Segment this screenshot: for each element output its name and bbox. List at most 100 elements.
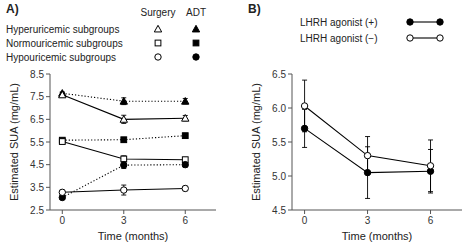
error-cap	[302, 147, 307, 148]
legend-marker	[155, 54, 161, 60]
y-tick	[46, 210, 50, 211]
error-bar	[183, 133, 188, 138]
series	[59, 139, 188, 163]
plot-area	[301, 80, 433, 198]
y-tick-label: 8.5	[30, 69, 44, 80]
x-tick	[430, 210, 431, 214]
series-line	[62, 165, 185, 198]
series	[59, 91, 189, 123]
x-tick-label: 3	[121, 215, 127, 226]
legend-marker	[155, 40, 161, 46]
x-tick	[304, 210, 305, 214]
x-tick	[123, 210, 124, 214]
series	[301, 109, 433, 198]
error-cap	[428, 139, 433, 140]
x-tick-label: 6	[182, 215, 188, 226]
legend-header: ADT	[186, 7, 206, 18]
x-tick-label: 6	[428, 215, 434, 226]
legend-header: Surgery	[140, 7, 175, 18]
x-axis-label: Time (months)	[98, 230, 169, 242]
y-tick-label: 5.5	[272, 137, 286, 148]
error-bar	[121, 162, 126, 169]
error-cap	[121, 185, 126, 186]
error-bar	[365, 137, 370, 175]
data-point	[121, 137, 127, 143]
error-cap	[302, 131, 307, 132]
y-tick-label: 2.5	[30, 205, 44, 216]
data-point	[182, 98, 189, 105]
y-tick	[46, 119, 50, 120]
y-tick-label: 5.5	[30, 137, 44, 148]
panel-title: A)	[6, 2, 19, 16]
data-point	[182, 133, 188, 139]
y-tick	[46, 142, 50, 143]
x-tick-label: 0	[60, 215, 66, 226]
x-axis-line	[292, 210, 462, 211]
data-point	[364, 152, 370, 158]
data-point	[120, 98, 127, 105]
y-axis-label: Estimated SUA (mg/mL)	[250, 83, 262, 201]
legend-marker	[407, 35, 413, 41]
error-bar	[121, 137, 126, 142]
data-point	[182, 161, 188, 167]
data-point	[59, 139, 65, 145]
legend-marker	[407, 19, 413, 25]
panel: B) 0 3 6 4.5 5.0 5.5 6.0 6.5 Time (months) Estimat…	[248, 2, 462, 242]
y-tick-label: 6.0	[272, 103, 286, 114]
x-axis-label: Time (months)	[342, 230, 413, 242]
error-cap	[428, 193, 433, 194]
error-bar	[121, 185, 126, 195]
series	[59, 90, 189, 105]
error-cap	[365, 136, 370, 137]
legend-marker	[193, 40, 199, 46]
error-cap	[121, 123, 126, 124]
data-point	[427, 163, 433, 169]
series	[301, 80, 433, 192]
y-tick-label: 4.5	[30, 159, 44, 170]
error-cap	[365, 198, 370, 199]
y-tick-label: 4.5	[272, 205, 286, 216]
y-tick-label: 3.5	[30, 182, 44, 193]
plot-area	[59, 90, 189, 201]
error-cap	[428, 191, 433, 192]
legend: SurgeryADTHyperuricemic subgroupsNormour…	[6, 7, 206, 63]
data-point	[182, 115, 189, 122]
panel-title: B)	[248, 2, 261, 16]
legend-marker	[154, 25, 161, 32]
y-tick	[46, 96, 50, 97]
data-point	[59, 189, 65, 195]
y-tick-label: 7.5	[30, 91, 44, 102]
series	[59, 161, 188, 200]
legend-label: LHRH agonist (−)	[300, 33, 378, 44]
series	[59, 133, 188, 143]
data-point	[59, 91, 66, 98]
y-tick-label: 5.0	[272, 171, 286, 182]
legend-line	[410, 37, 440, 38]
legend-label: Hyperuricemic subgroups	[6, 24, 119, 35]
x-tick	[185, 210, 186, 214]
legend-marker	[437, 35, 443, 41]
y-tick	[288, 108, 292, 109]
legend-marker	[437, 19, 443, 25]
y-tick-label: 6.5	[272, 69, 286, 80]
data-point	[121, 187, 127, 193]
y-tick-label: 6.5	[30, 114, 44, 125]
error-bar	[183, 162, 188, 167]
data-point	[121, 162, 127, 168]
panel: A) 0 3 6 2.5 3.5 4.5 5.5 6.5 7.5 8.5 Time (months) E…	[6, 2, 216, 242]
error-bar	[302, 80, 307, 132]
error-cap	[302, 80, 307, 81]
y-tick	[46, 187, 50, 188]
legend-line	[410, 21, 440, 22]
y-axis-label: Estimated SUA (mg/mL)	[8, 83, 20, 201]
legend-label: LHRH agonist (+)	[300, 17, 378, 28]
y-tick	[288, 142, 292, 143]
x-tick-label: 0	[302, 215, 308, 226]
data-point	[121, 156, 127, 162]
x-tick	[62, 210, 63, 214]
legend-label: Hypouricemic subgroups	[6, 52, 116, 63]
x-tick-label: 3	[365, 215, 371, 226]
data-point	[301, 103, 307, 109]
legend-marker	[192, 25, 199, 32]
error-bar	[121, 156, 126, 162]
